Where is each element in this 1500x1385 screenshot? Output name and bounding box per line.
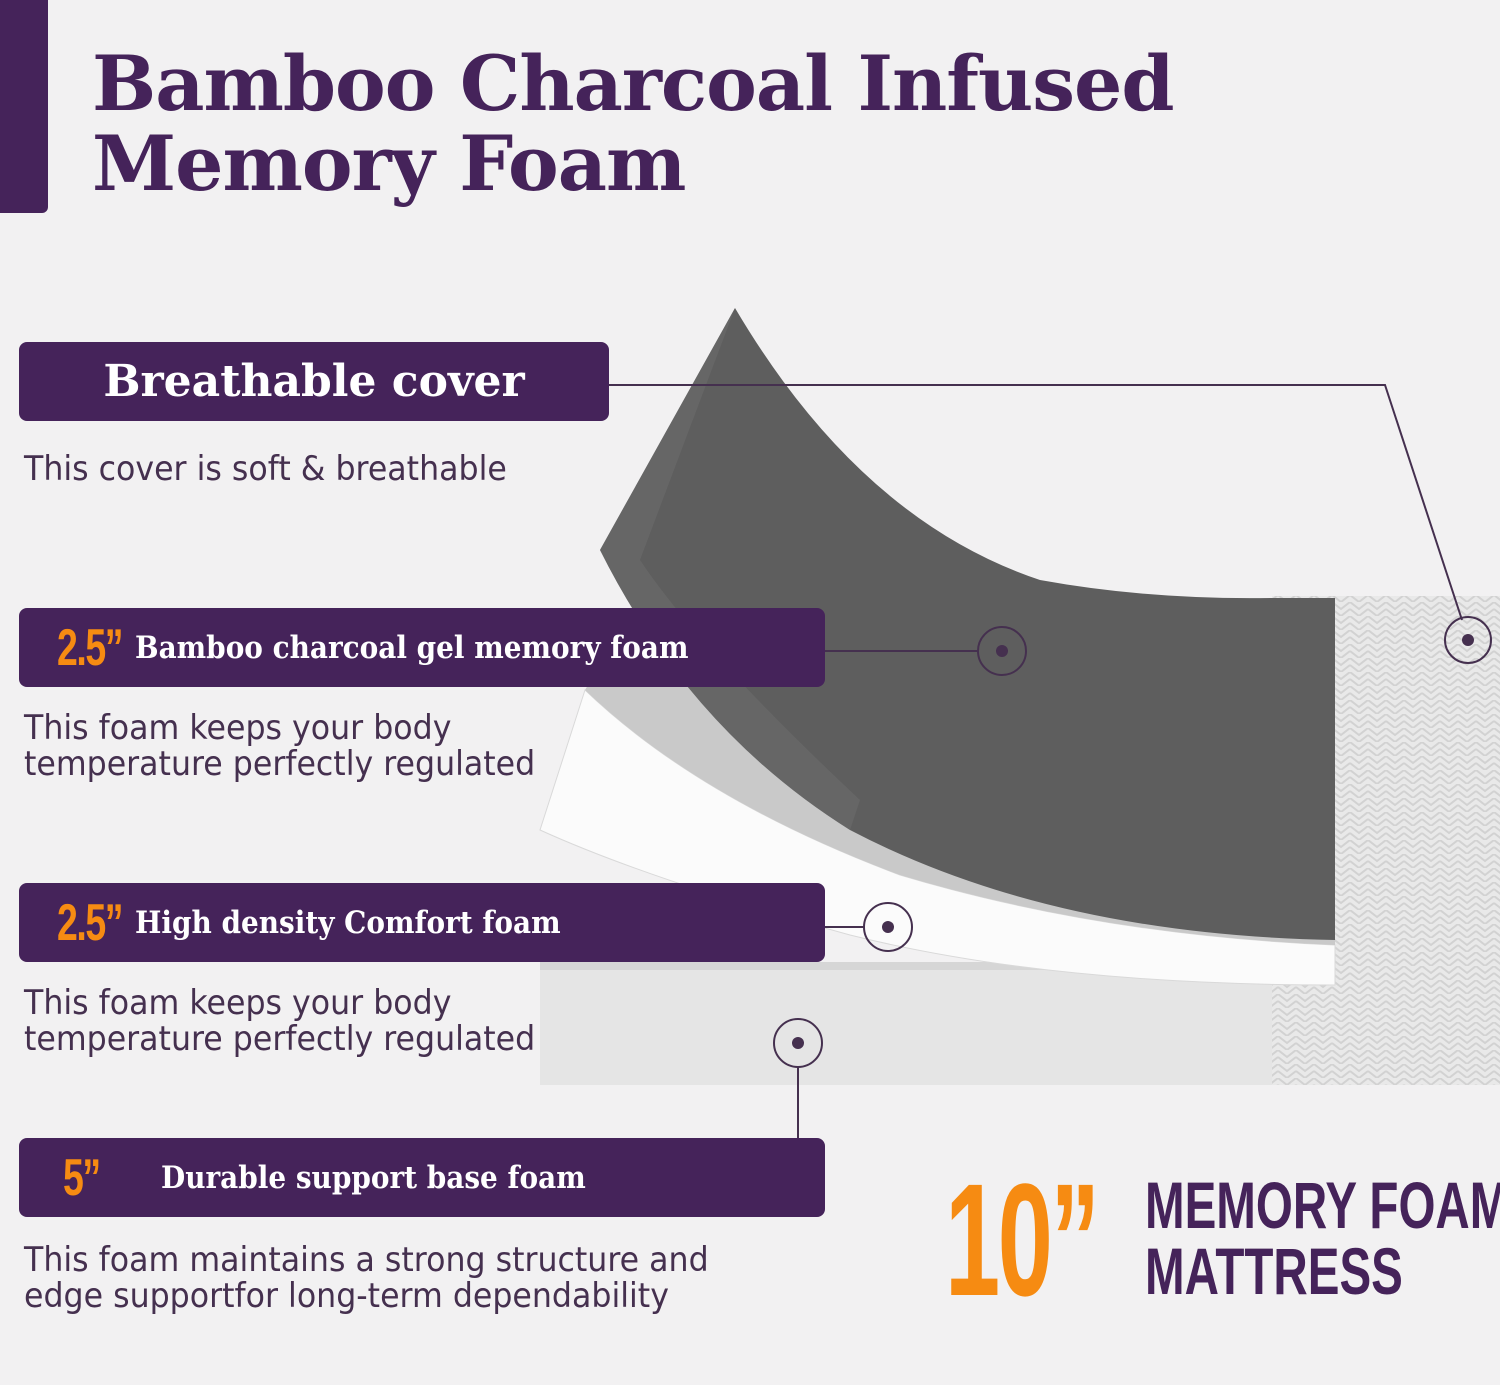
total-thickness: 10” [945,1150,1100,1329]
layer-label-base: 5” Durable support base foam [19,1138,825,1217]
layer-label-cover: Breathable cover [19,342,609,421]
callout-line-cover [608,384,1463,621]
title-accent-bar [0,0,48,213]
layer-label-text: Durable support base foam [161,1159,586,1196]
layer-description-cover: This cover is soft & breathable [24,449,507,489]
title-line-1: Bamboo Charcoal Infused [92,39,1174,128]
layer-size: 2.5” [57,618,123,677]
layer-label-text: Bamboo charcoal gel memory foam [135,629,689,666]
product-name: MEMORY FOAM MATTRESS [1145,1172,1500,1304]
marker-cover-icon [1444,616,1492,664]
layer-label-comfort: 2.5” High density Comfort foam [19,883,825,962]
product-name-line-1: MEMORY FOAM [1145,1168,1500,1242]
layer-size: 5” [63,1148,101,1207]
layer-size: 2.5” [57,893,123,952]
layer-description-base: This foam maintains a strong structure a… [24,1240,709,1316]
layer-label-charcoal: 2.5” Bamboo charcoal gel memory foam [19,608,825,687]
title-line-2: Memory Foam [92,119,686,208]
marker-comfort-icon [863,902,913,952]
product-name-line-2: MATTRESS [1145,1234,1403,1308]
marker-base-icon [773,1018,823,1068]
layer-label-text: Breathable cover [103,356,525,407]
layer-description-charcoal: This foam keeps your body temperature pe… [24,708,536,784]
layer-description-comfort: This foam keeps your body temperature pe… [24,983,536,1059]
page-title: Bamboo Charcoal Infused Memory Foam [92,44,1174,204]
layer-label-text: High density Comfort foam [135,904,561,941]
marker-charcoal-icon [977,626,1027,676]
